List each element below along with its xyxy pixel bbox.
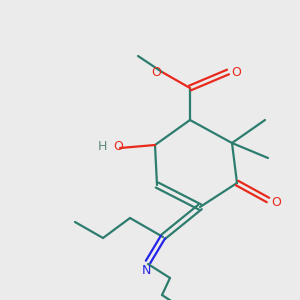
Text: O: O bbox=[231, 65, 241, 79]
Text: O: O bbox=[151, 65, 161, 79]
Text: O: O bbox=[113, 140, 123, 154]
Text: O: O bbox=[271, 196, 281, 208]
Text: N: N bbox=[141, 263, 151, 277]
Text: H: H bbox=[97, 140, 107, 154]
